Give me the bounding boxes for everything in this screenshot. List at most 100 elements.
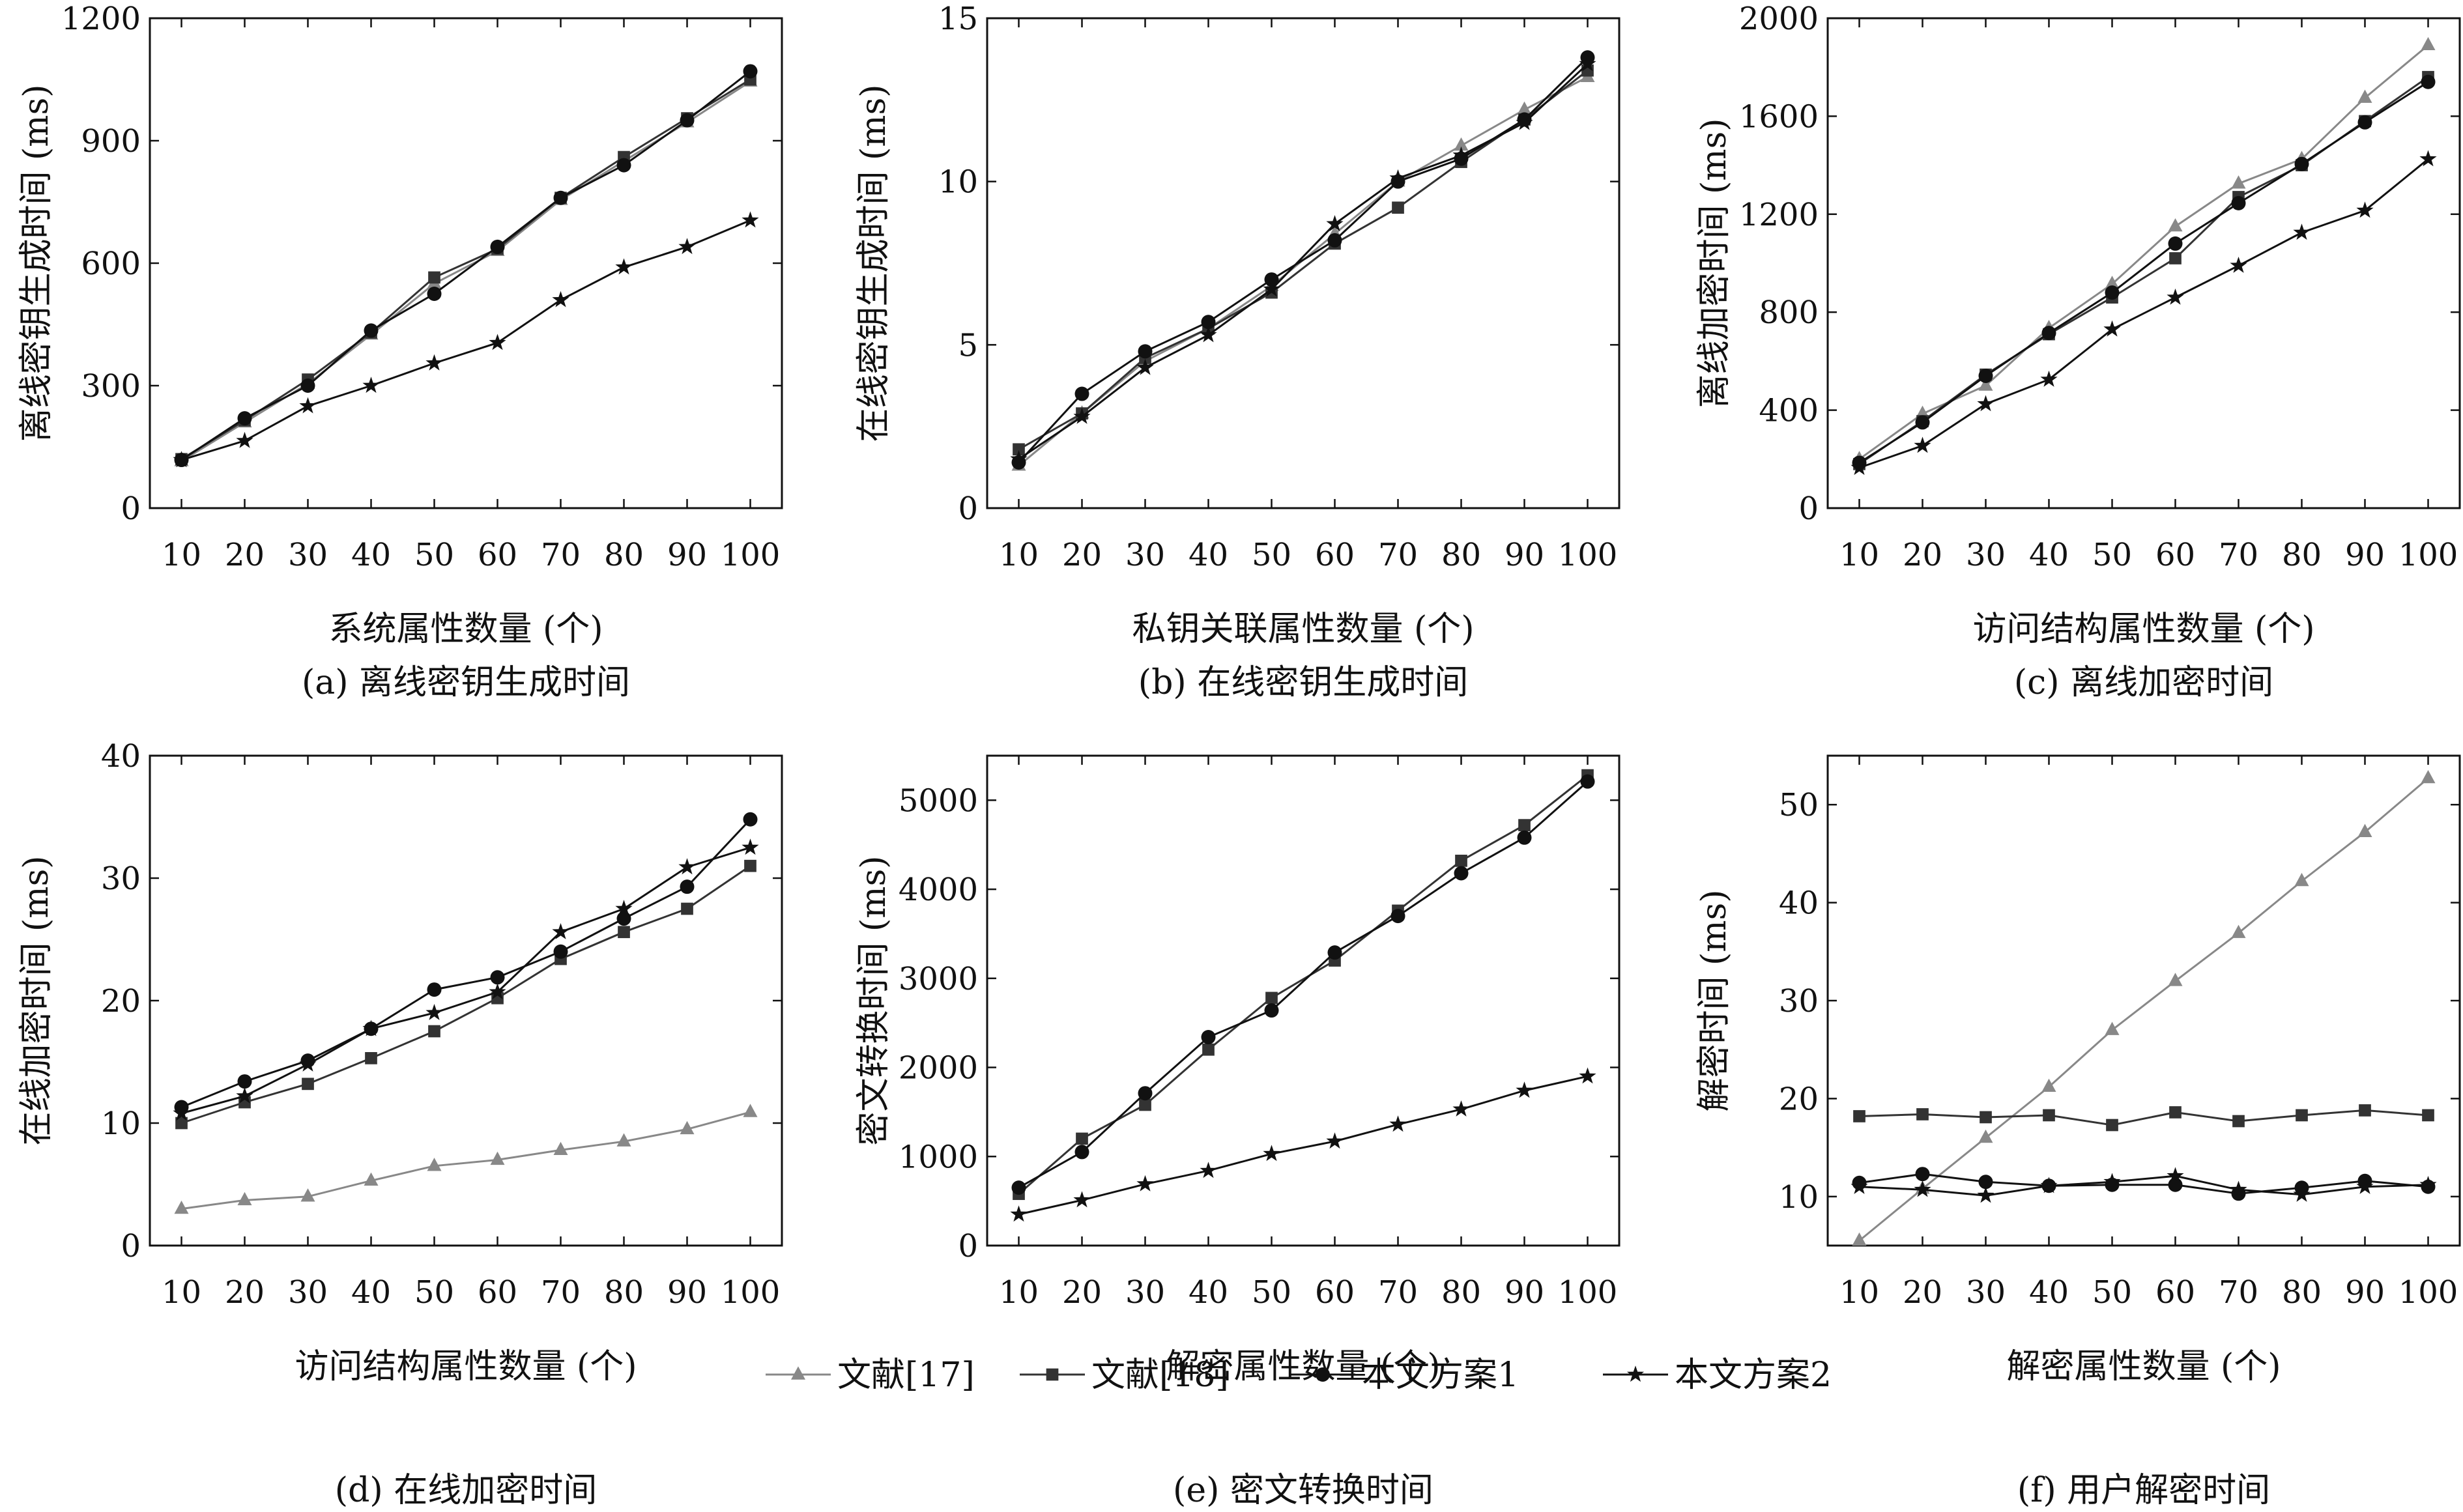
data-point [1263,1145,1280,1162]
chart-panel-d: 0 10 20 30 40 10 20 30 40 50 60 70 80 90 100 访问结构属性数量 (… [17,738,783,1386]
x-tick-label: 80 [604,1274,644,1311]
x-tick-label: 50 [1252,1274,1291,1311]
x-tick-label: 70 [1378,1274,1418,1311]
x-tick-label: 70 [541,537,581,573]
x-tick-label: 80 [1441,1274,1481,1311]
data-point [427,982,442,997]
data-point [2105,1021,2120,1035]
data-point [1516,1081,1533,1098]
data-point [1200,326,1217,343]
y-tick-label: 30 [1779,983,1819,1020]
data-point [2422,1109,2434,1122]
data-point [1202,1043,1215,1056]
data-point [552,291,569,307]
series-line [1018,70,1589,451]
data-point [1139,1098,1151,1111]
data-point [553,190,568,205]
x-tick-label: 40 [351,1274,391,1311]
data-point [2294,872,2309,887]
data-point [2419,150,2437,167]
x-tick-label: 70 [2219,1274,2258,1311]
data-point [428,271,440,284]
data-point [1200,1162,1217,1178]
data-point [1264,272,1279,287]
data-point [553,1141,568,1156]
data-point [2105,285,2120,300]
y-tick-label: 20 [1779,1081,1819,1117]
series-line [180,818,751,1108]
x-tick-label: 100 [721,537,781,573]
x-tick-label: 80 [1441,537,1481,573]
data-point [616,1133,631,1147]
series-line [1858,81,2429,464]
y-axis-label: 密文转换时间 (ms) [854,855,893,1145]
x-tick-label: 50 [2092,1274,2132,1311]
data-point [2231,175,2246,189]
legend-marker [1046,1368,1059,1381]
y-tick-label: 900 [81,123,141,160]
data-point [743,812,758,827]
data-point [1076,1132,1088,1145]
x-tick-label: 90 [667,537,707,573]
data-point [1579,1067,1596,1084]
x-tick-label: 20 [1903,1274,1942,1311]
data-point [1389,1115,1407,1132]
y-tick-label: 5 [958,327,978,364]
x-tick-label: 80 [604,537,644,573]
data-point [1454,866,1469,881]
data-point [2040,1177,2058,1193]
data-point [1074,386,1089,401]
series-line [181,864,751,1124]
y-tick-label: 10 [101,1105,141,1142]
x-tick-label: 100 [2398,537,2458,573]
y-tick-label: 800 [1759,294,1819,331]
data-point [678,238,696,255]
data-point [1579,55,1596,72]
data-point [175,1117,188,1130]
data-point [427,1158,442,1171]
series-line [1018,63,1589,461]
series-line [1858,777,2429,1242]
data-point [2356,201,2374,218]
data-point [1265,991,1278,1005]
data-point [1978,368,1993,383]
data-point [553,944,568,959]
data-point [1978,377,1993,391]
y-tick-label: 20 [101,983,141,1020]
data-point [236,1087,253,1104]
data-point [1136,1175,1154,1191]
plot-frame [986,754,1620,1247]
data-point [618,926,630,939]
data-point [173,451,190,468]
data-point [2231,195,2246,210]
chart-panel-e: 0 1000 2000 3000 4000 5000 10 20 30 40 50 60 70 80 90 1… [854,754,1620,1386]
data-point [1977,395,1995,412]
x-tick-label: 100 [1558,1274,1618,1311]
x-tick-label: 80 [2282,1274,2322,1311]
data-point [1013,443,1025,456]
y-tick-label: 600 [81,246,141,282]
data-point [427,287,442,301]
x-tick-label: 10 [162,1274,201,1311]
data-point [2103,1173,2121,1190]
data-point [1326,215,1344,231]
y-tick-label: 0 [958,491,978,527]
y-axis-label: 在线加密时间 (ms) [17,855,56,1145]
data-point [1201,1030,1216,1045]
data-point [2168,1177,2183,1192]
x-axis-label: 解密属性数量 (个) [2006,1347,2281,1386]
data-point [1326,1132,1344,1149]
data-point [1852,1232,1867,1246]
data-point [1138,1086,1153,1101]
data-point [2040,370,2058,387]
series-line [181,219,751,461]
series-line [1859,1109,2428,1126]
x-tick-label: 70 [2219,537,2258,573]
data-point [1851,1178,1868,1194]
x-tick-label: 90 [2345,537,2385,573]
y-axis-label: 解密时间 (ms) [1695,889,1734,1111]
data-point [2167,288,2184,305]
data-point [2232,1115,2245,1128]
x-tick-label: 100 [721,1274,781,1311]
data-point [1327,945,1342,960]
